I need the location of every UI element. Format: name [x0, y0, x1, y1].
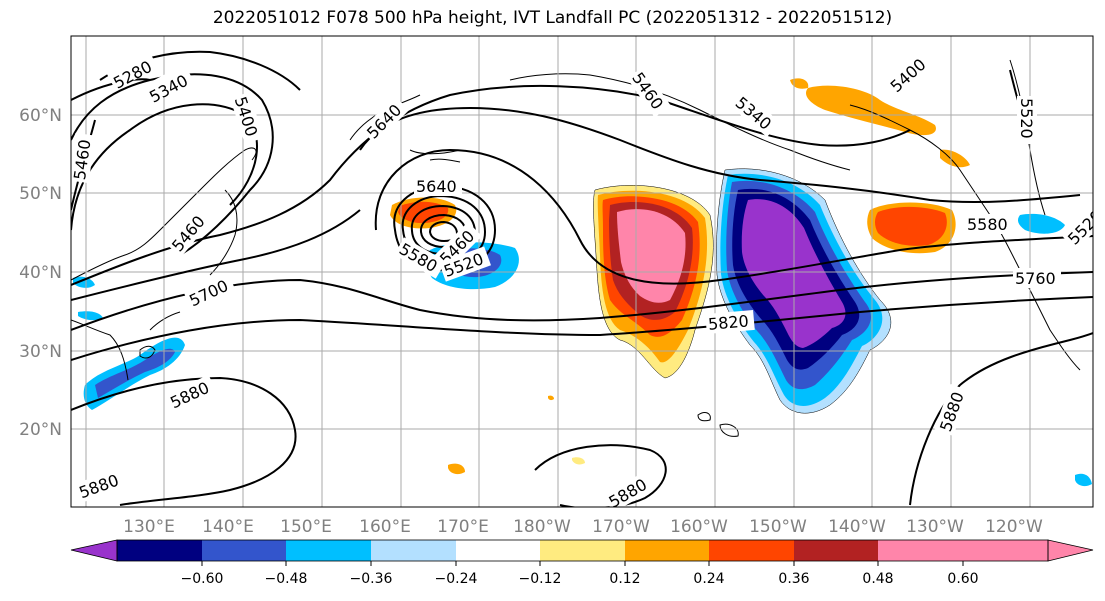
colorbar-segment	[202, 540, 286, 561]
colorbar-tick-label: 0.60	[947, 571, 978, 587]
colorbar-segment	[117, 540, 202, 561]
colorbar-segment	[71, 540, 117, 561]
colorbar-tick-label: 0.12	[609, 571, 640, 587]
lon-label: 120°W	[985, 517, 1043, 537]
colorbar-tick-label: −0.60	[181, 571, 224, 587]
colorbar-tick-label: −0.12	[519, 571, 562, 587]
contour-label: 5760	[1015, 269, 1056, 288]
colorbar-tick-label: −0.36	[350, 571, 393, 587]
contour-label: 5640	[416, 177, 457, 196]
map-frame	[70, 35, 1094, 508]
lon-label: 170°E	[437, 517, 489, 537]
lat-label: 40°N	[19, 263, 62, 283]
lon-label: 180°W	[513, 517, 571, 537]
lon-label: 130°W	[906, 517, 964, 537]
colorbar-segment	[794, 540, 878, 561]
contour-label: 5460	[70, 138, 94, 181]
lon-label: 150°E	[280, 517, 332, 537]
colorbar-segment	[625, 540, 709, 561]
colorbar-tick-label: 0.36	[778, 571, 809, 587]
lat-label: 60°N	[19, 106, 62, 126]
contour-label: 5580	[967, 215, 1008, 234]
colorbar-segment	[371, 540, 456, 561]
map-title: 2022051012 F078 500 hPa height, IVT Land…	[212, 8, 893, 28]
lon-label: 160°W	[670, 517, 728, 537]
height-contours	[71, 50, 1093, 507]
lat-label: 50°N	[19, 184, 62, 204]
lon-label: 160°E	[359, 517, 411, 537]
colorbar-tick-label: 0.48	[862, 571, 893, 587]
colorbar-segment	[878, 540, 963, 561]
latitude-labels: 60°N 50°N 40°N 30°N 20°N	[19, 106, 62, 440]
contour-label: 5520	[1017, 98, 1036, 139]
lat-label: 20°N	[19, 420, 62, 440]
ivt-shading	[73, 78, 1092, 487]
colorbar: −0.60 −0.48 −0.36 −0.24 −0.12 0.12 0.24 …	[70, 539, 1094, 587]
lon-label: 150°W	[749, 517, 807, 537]
colorbar-segment	[963, 540, 1093, 561]
lon-label: 140°E	[202, 517, 254, 537]
colorbar-segment	[286, 540, 371, 561]
colorbar-segment	[540, 540, 625, 561]
longitude-labels: 130°E 140°E 150°E 160°E 170°E 180°W 170°…	[123, 517, 1043, 537]
colorbar-tick-label: 0.24	[693, 571, 724, 587]
lon-label: 140°W	[828, 517, 886, 537]
colorbar-tick-label: −0.48	[265, 571, 308, 587]
lon-label: 170°W	[592, 517, 650, 537]
lat-label: 30°N	[19, 342, 62, 362]
colorbar-segment	[709, 540, 794, 561]
lon-label: 130°E	[123, 517, 175, 537]
colorbar-tick-label: −0.24	[435, 571, 478, 587]
contour-label: 5820	[707, 311, 749, 333]
colorbar-segment	[456, 540, 540, 561]
